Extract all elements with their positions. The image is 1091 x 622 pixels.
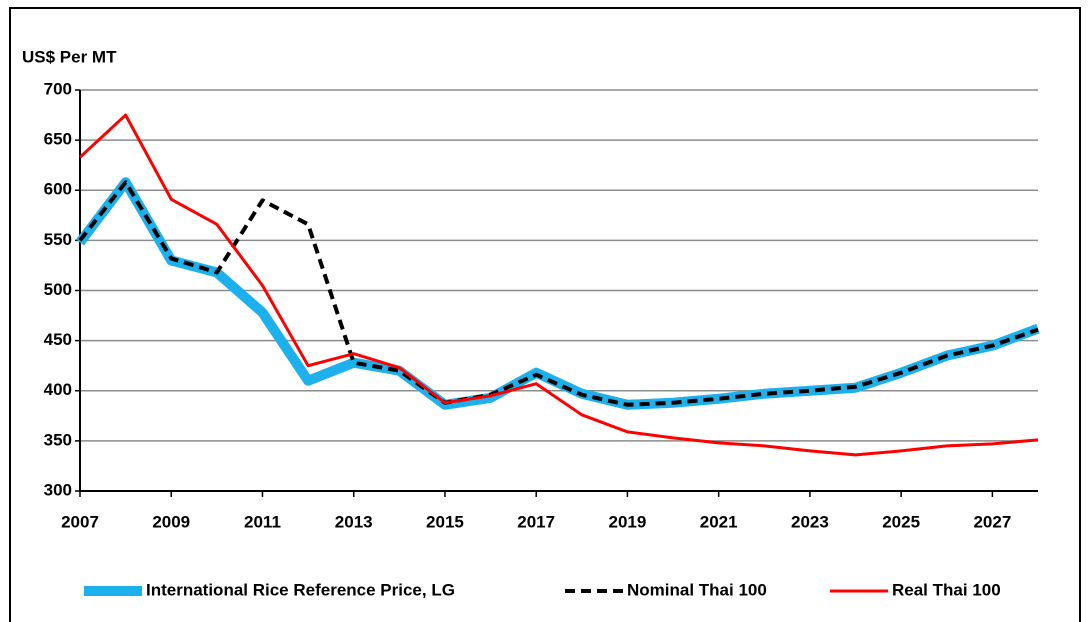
x-tick-label: 2011	[244, 512, 281, 531]
x-tick-label: 2021	[700, 512, 738, 531]
x-tick-label: 2023	[791, 512, 829, 531]
x-tick-label: 2009	[152, 512, 190, 531]
y-tick-label: 400	[44, 380, 72, 399]
x-tick-label: 2027	[973, 512, 1011, 531]
x-tick-label: 2015	[426, 512, 464, 531]
y-tick-label: 700	[44, 79, 72, 98]
series-line	[76, 177, 1040, 410]
series-line	[78, 180, 1039, 407]
x-tick-label: 2013	[335, 512, 373, 531]
y-tick-label: 550	[44, 230, 72, 249]
chart-frame	[9, 7, 1081, 622]
y-tick-label: 500	[44, 280, 72, 299]
x-tick-label: 2017	[517, 512, 555, 531]
y-tick-label: 650	[44, 130, 72, 149]
x-tick-label: 2025	[882, 512, 920, 531]
x-tick-label: 2007	[61, 512, 99, 531]
legend-label: Real Thai 100	[892, 580, 1001, 599]
series-line	[78, 113, 1039, 457]
legend-label: International Rice Reference Price, LG	[146, 580, 455, 599]
y-tick-label: 300	[44, 480, 72, 499]
x-tick-label: 2019	[609, 512, 647, 531]
y-axis-label: US$ Per MT	[22, 47, 117, 66]
legend-label: Nominal Thai 100	[627, 580, 767, 599]
y-tick-label: 600	[44, 180, 72, 199]
y-tick-label: 450	[44, 330, 72, 349]
y-tick-label: 350	[44, 430, 72, 449]
